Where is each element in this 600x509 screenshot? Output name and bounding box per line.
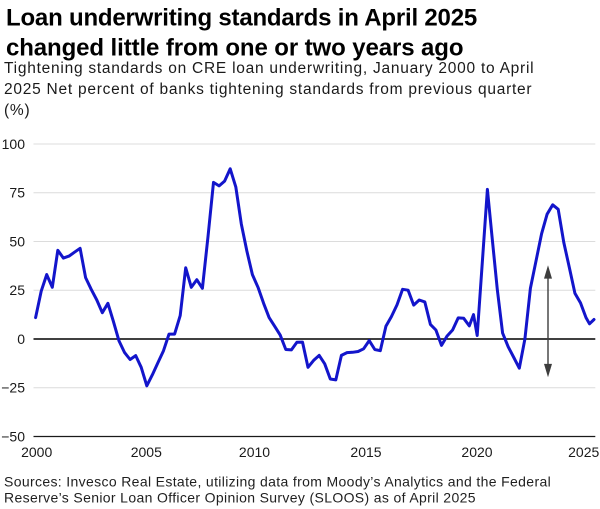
svg-text:2000: 2000 [21,444,52,460]
svg-text:Loan underwriting standards in: Loan underwriting standards in April 202… [6,4,477,31]
svg-text:−25: −25 [1,380,25,396]
svg-text:changed little from one or two: changed little from one or two years ago [6,34,463,61]
svg-text:0: 0 [17,331,25,347]
svg-text:2015: 2015 [350,444,381,460]
svg-text:100: 100 [2,136,26,152]
svg-text:50: 50 [9,233,25,249]
svg-text:Sources: Invesco Real Estate,: Sources: Invesco Real Estate, utilizing … [4,473,551,489]
svg-text:2005: 2005 [131,444,162,460]
svg-text:Reserve’s Senior Loan Officer: Reserve’s Senior Loan Officer Opinion Su… [4,489,476,505]
svg-text:2025 Net percent of banks tigh: 2025 Net percent of banks tightening sta… [4,81,532,98]
svg-text:−50: −50 [1,428,25,444]
svg-text:75: 75 [9,185,25,201]
svg-text:2020: 2020 [461,444,492,460]
svg-text:25: 25 [9,282,25,298]
svg-text:2010: 2010 [239,444,270,460]
svg-text:Tightening standards on CRE lo: Tightening standards on CRE loan underwr… [4,60,534,77]
svg-text:(%): (%) [4,102,30,119]
svg-text:2025: 2025 [568,444,599,460]
